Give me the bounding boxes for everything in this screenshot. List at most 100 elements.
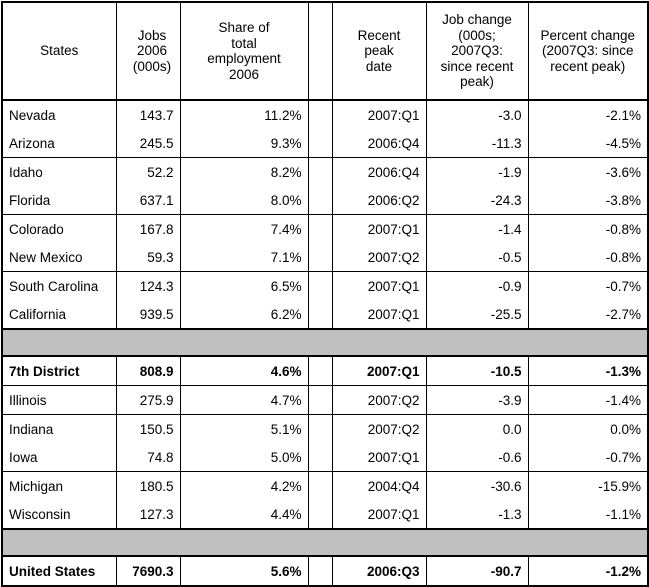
peak-cell: 2007:Q1 (331, 100, 427, 129)
table-row: Idaho 52.2 8.2% 2006:Q4 -1.9 -3.6% (1, 157, 649, 186)
peak-cell: 2006:Q4 (331, 129, 427, 158)
share-cell: 9.3% (179, 129, 309, 158)
job-change-cell: -25.5 (425, 300, 529, 329)
share-cell: 6.2% (179, 300, 309, 329)
peak-cell: 2007:Q2 (331, 414, 427, 443)
percent-change-cell: -4.5% (527, 129, 649, 158)
job-change-cell: -3.0 (425, 100, 529, 129)
share-cell: 8.0% (179, 186, 309, 215)
table-row-district: 7th District 808.9 4.6% 2007:Q1 -10.5 -1… (1, 356, 649, 386)
header-share: Share of total employment 2006 (179, 2, 309, 101)
peak-cell: 2007:Q1 (331, 443, 427, 472)
peak-cell: 2006:Q3 (331, 556, 427, 586)
jobs-cell: 7690.3 (115, 556, 181, 586)
share-cell: 11.2% (179, 100, 309, 129)
percent-change-cell: -0.7% (527, 271, 649, 300)
state-cell: Idaho (1, 157, 117, 186)
state-cell: Nevada (1, 100, 117, 129)
jobs-cell: 52.2 (115, 157, 181, 186)
job-change-cell: -30.6 (425, 471, 529, 500)
table-row: Nevada 143.7 11.2% 2007:Q1 -3.0 -2.1% (1, 100, 649, 129)
state-cell: New Mexico (1, 243, 117, 272)
state-cell: Arizona (1, 129, 117, 158)
header-peak-date: Recent peak date (331, 2, 427, 101)
percent-change-cell: -3.6% (527, 157, 649, 186)
jobs-cell: 939.5 (115, 300, 181, 329)
jobs-cell: 808.9 (115, 356, 181, 386)
peak-cell: 2007:Q1 (331, 271, 427, 300)
jobs-cell: 245.5 (115, 129, 181, 158)
jobs-cell: 637.1 (115, 186, 181, 215)
share-cell: 7.4% (179, 214, 309, 243)
spacer-cell (307, 443, 333, 472)
jobs-cell: 127.3 (115, 500, 181, 529)
header-percent-change: Percent change (2007Q3: since recent pea… (527, 2, 649, 101)
peak-cell: 2007:Q2 (331, 385, 427, 415)
percent-change-cell: -0.8% (527, 214, 649, 243)
table-row: California 939.5 6.2% 2007:Q1 -25.5 -2.7… (1, 300, 649, 329)
jobs-cell: 124.3 (115, 271, 181, 300)
spacer-cell (307, 500, 333, 529)
peak-cell: 2007:Q1 (331, 300, 427, 329)
share-cell: 5.6% (179, 556, 309, 586)
job-change-cell: -3.9 (425, 385, 529, 415)
spacer-cell (307, 243, 333, 272)
percent-change-cell: -0.7% (527, 443, 649, 472)
peak-cell: 2007:Q2 (331, 243, 427, 272)
state-cell: Florida (1, 186, 117, 215)
table-row: Iowa 74.8 5.0% 2007:Q1 -0.6 -0.7% (1, 443, 649, 472)
job-change-cell: -24.3 (425, 186, 529, 215)
job-change-cell: -1.3 (425, 500, 529, 529)
table-row: South Carolina 124.3 6.5% 2007:Q1 -0.9 -… (1, 271, 649, 300)
state-cell: Illinois (1, 385, 117, 415)
state-cell: California (1, 300, 117, 329)
table-row: New Mexico 59.3 7.1% 2007:Q2 -0.5 -0.8% (1, 243, 649, 272)
job-change-cell: -10.5 (425, 356, 529, 386)
job-change-cell: 0.0 (425, 414, 529, 443)
spacer-cell (307, 186, 333, 215)
header-states: States (1, 2, 117, 101)
spacer-cell (307, 385, 333, 415)
share-cell: 4.7% (179, 385, 309, 415)
jobs-cell: 275.9 (115, 385, 181, 415)
job-change-cell: -1.4 (425, 214, 529, 243)
spacer-cell (307, 214, 333, 243)
jobs-cell: 143.7 (115, 100, 181, 129)
peak-cell: 2007:Q1 (331, 500, 427, 529)
spacer-cell (307, 157, 333, 186)
job-change-cell: -11.3 (425, 129, 529, 158)
job-change-cell: -0.9 (425, 271, 529, 300)
table-row-national: United States 7690.3 5.6% 2006:Q3 -90.7 … (1, 556, 649, 586)
share-cell: 4.2% (179, 471, 309, 500)
share-cell: 4.4% (179, 500, 309, 529)
table-row: Indiana 150.5 5.1% 2007:Q2 0.0 0.0% (1, 414, 649, 443)
spacer-cell (307, 100, 333, 129)
table-row: Michigan 180.5 4.2% 2004:Q4 -30.6 -15.9% (1, 471, 649, 500)
spacer-cell (307, 556, 333, 586)
separator-band (2, 528, 648, 557)
peak-cell: 2007:Q1 (331, 214, 427, 243)
separator-band (2, 328, 648, 357)
peak-cell: 2006:Q4 (331, 157, 427, 186)
header-jobs: Jobs 2006 (000s) (115, 2, 181, 101)
share-cell: 5.1% (179, 414, 309, 443)
spacer-cell (307, 471, 333, 500)
percent-change-cell: -1.3% (527, 356, 649, 386)
percent-change-cell: -1.4% (527, 385, 649, 415)
spacer-cell (307, 300, 333, 329)
separator-row (2, 528, 648, 557)
share-cell: 4.6% (179, 356, 309, 386)
header-spacer (307, 2, 333, 101)
table-row: Illinois 275.9 4.7% 2007:Q2 -3.9 -1.4% (1, 385, 649, 415)
jobs-cell: 180.5 (115, 471, 181, 500)
jobs-cell: 59.3 (115, 243, 181, 272)
percent-change-cell: -2.1% (527, 100, 649, 129)
table-row: Arizona 245.5 9.3% 2006:Q4 -11.3 -4.5% (1, 129, 649, 158)
state-cell: United States (1, 556, 117, 586)
state-cell: Michigan (1, 471, 117, 500)
spacer-cell (307, 271, 333, 300)
state-cell: Colorado (1, 214, 117, 243)
percent-change-cell: -3.8% (527, 186, 649, 215)
